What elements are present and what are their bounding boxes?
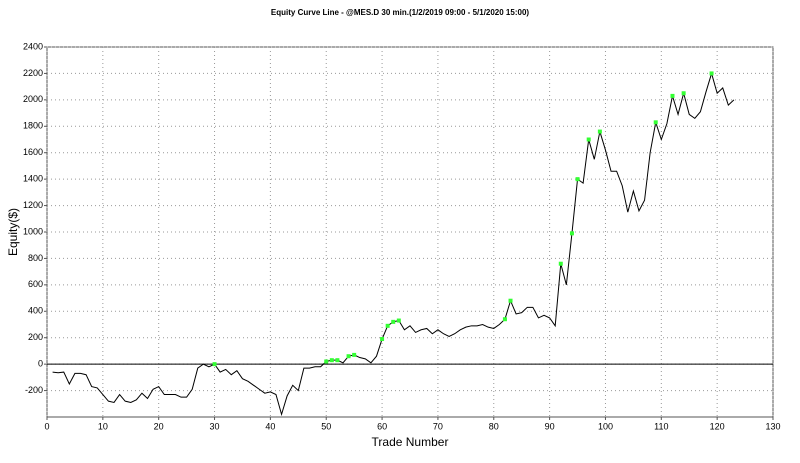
- y-tick-label: 2000: [23, 94, 43, 104]
- chart-title: Equity Curve Line - @MES.D 30 min.(1/2/2…: [271, 8, 529, 17]
- y-tick-label: 600: [28, 279, 43, 289]
- new-high-marker: [385, 323, 390, 328]
- new-high-marker: [335, 358, 340, 363]
- y-tick-label: 400: [28, 306, 43, 316]
- x-tick-label: 20: [154, 421, 164, 431]
- y-tick-label: 1800: [23, 121, 43, 131]
- y-tick-label: 1600: [23, 147, 43, 157]
- new-high-marker: [653, 120, 658, 125]
- new-high-marker: [346, 354, 351, 359]
- x-tick-label: 40: [265, 421, 275, 431]
- y-tick-label: 200: [28, 332, 43, 342]
- new-high-marker: [586, 137, 591, 142]
- new-high-marker: [212, 362, 217, 367]
- y-tick-label: -200: [25, 385, 43, 395]
- new-high-marker: [569, 231, 574, 236]
- new-high-marker: [597, 129, 602, 134]
- x-axis-label: Trade Number: [372, 435, 449, 449]
- x-tick-label: 10: [98, 421, 108, 431]
- new-high-marker: [681, 91, 686, 96]
- x-tick-label: 90: [545, 421, 555, 431]
- new-high-marker: [324, 359, 329, 364]
- new-high-marker: [329, 358, 334, 363]
- new-high-marker: [391, 319, 396, 324]
- new-high-marker: [670, 93, 675, 98]
- new-high-marker: [558, 261, 563, 266]
- new-high-marker: [352, 352, 357, 357]
- x-tick-label: 60: [377, 421, 387, 431]
- y-tick-label: 1400: [23, 174, 43, 184]
- new-high-marker: [502, 317, 507, 322]
- y-tick-label: 0: [38, 359, 43, 369]
- y-tick-label: 2200: [23, 68, 43, 78]
- y-tick-label: 800: [28, 253, 43, 263]
- x-tick-label: 120: [710, 421, 725, 431]
- x-tick-label: 0: [44, 421, 49, 431]
- new-high-marker: [575, 177, 580, 182]
- y-axis-label: Equity($): [6, 208, 20, 256]
- x-tick-label: 110: [654, 421, 668, 431]
- new-high-marker: [709, 71, 714, 76]
- y-tick-label: 1200: [23, 200, 43, 210]
- x-tick-label: 100: [598, 421, 613, 431]
- new-high-marker: [380, 337, 385, 342]
- new-high-marker: [396, 318, 401, 323]
- x-tick-label: 30: [210, 421, 220, 431]
- y-tick-label: 2400: [23, 41, 43, 51]
- x-tick-label: 50: [321, 421, 331, 431]
- new-high-marker: [508, 298, 513, 303]
- x-tick-label: 130: [765, 421, 780, 431]
- x-tick-label: 70: [433, 421, 443, 431]
- x-tick-label: 80: [489, 421, 499, 431]
- y-tick-label: 1000: [23, 226, 43, 236]
